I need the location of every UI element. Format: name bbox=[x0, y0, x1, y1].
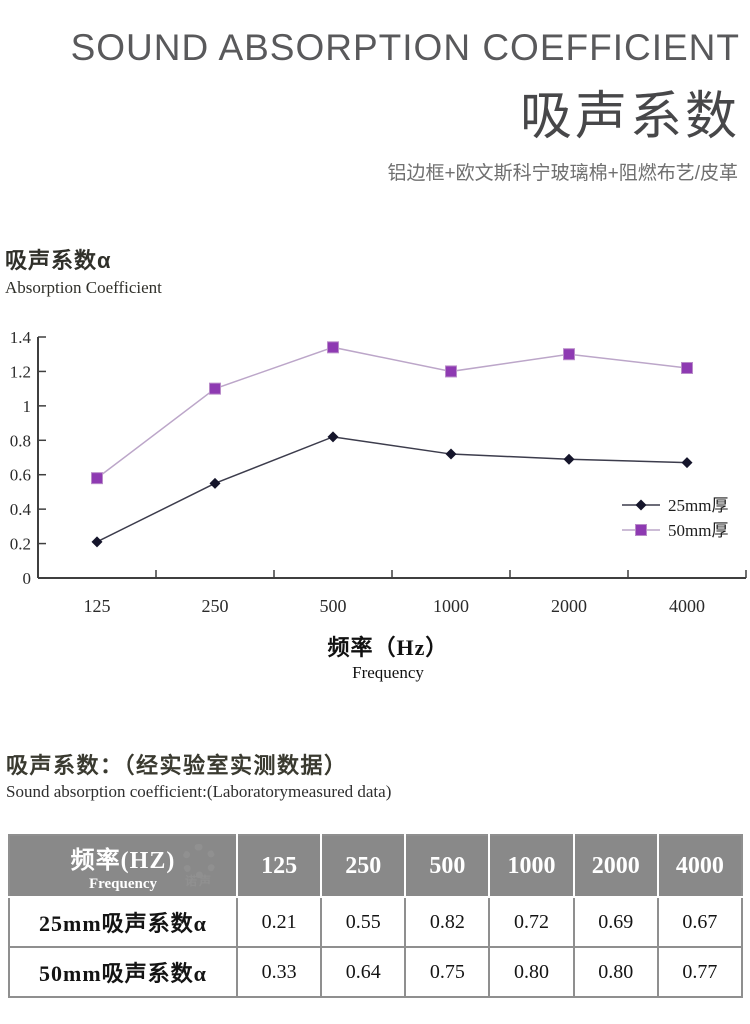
table-header: 频率(HZ) Frequency 诺声 125 250 500 1000 2000 4000 bbox=[8, 834, 744, 898]
data-point-50mm厚 bbox=[445, 365, 457, 378]
table-header-row: 频率(HZ) Frequency 诺声 125 250 500 1000 2000 4000 bbox=[8, 834, 744, 898]
y-tick-label: 1 bbox=[23, 397, 32, 416]
data-point-25mm厚 bbox=[445, 448, 457, 460]
table-header-freq-250: 250 bbox=[320, 834, 407, 898]
x-axis-label-english: Frequency bbox=[352, 663, 424, 682]
coefficient-value: 0.69 bbox=[572, 896, 659, 948]
y-axis-label-block: 吸声系数α Absorption Coefficient bbox=[5, 243, 162, 298]
page-title-english: SOUND ABSORPTION COEFFICIENT bbox=[70, 27, 740, 68]
data-point-25mm厚 bbox=[91, 536, 103, 548]
data-point-50mm厚 bbox=[91, 472, 103, 485]
coefficient-value: 0.80 bbox=[572, 946, 659, 998]
data-point-50mm厚 bbox=[209, 382, 221, 395]
data-point-25mm厚 bbox=[563, 453, 575, 465]
data-point-50mm厚 bbox=[563, 348, 575, 361]
page-title-chinese: 吸声系数 bbox=[519, 88, 740, 146]
y-tick-label: 1.4 bbox=[10, 328, 32, 347]
legend-label: 25mm厚 bbox=[668, 496, 728, 515]
coefficient-value: 0.33 bbox=[235, 946, 323, 998]
y-axis-label-english: Absorption Coefficient bbox=[5, 278, 162, 297]
x-tick-label: 250 bbox=[202, 596, 229, 616]
coefficient-value: 0.75 bbox=[404, 946, 491, 998]
table-header-frequency: 频率(HZ) Frequency 诺声 bbox=[8, 834, 238, 898]
legend-marker bbox=[635, 524, 647, 536]
table-header-freq-125: 125 bbox=[235, 834, 323, 898]
data-point-50mm厚 bbox=[327, 341, 339, 354]
table-header-freq-4000: 4000 bbox=[656, 834, 744, 898]
absorption-line-chart: 0 0.2 0.4 0.6 0.8 1 1.2 1.4 125 250 500 1000 2000 400… bbox=[0, 325, 750, 625]
coefficient-value: 0.64 bbox=[320, 946, 407, 998]
x-tick-label: 1000 bbox=[433, 596, 469, 616]
section-heading-chinese: 吸声系数：（经实验室实测数据） bbox=[6, 753, 348, 778]
coefficient-value: 0.21 bbox=[235, 896, 323, 948]
table-body: 25mm吸声系数α 0.21 0.55 0.82 0.72 0.69 0.67 50mm吸声系… bbox=[8, 896, 744, 998]
table-header-freq-2000: 2000 bbox=[572, 834, 659, 898]
coefficient-value: 0.82 bbox=[404, 896, 491, 948]
y-tick-label: 0.2 bbox=[10, 535, 31, 554]
coefficient-value: 0.72 bbox=[488, 896, 575, 948]
y-tick-label: 0.4 bbox=[10, 500, 32, 519]
absorption-data-table: 频率(HZ) Frequency 诺声 125 250 500 1000 2000 4000 2… bbox=[8, 834, 744, 998]
coefficient-value: 0.67 bbox=[656, 896, 744, 948]
series-line-25mm厚 bbox=[96, 436, 688, 543]
coefficient-value: 0.55 bbox=[320, 896, 407, 948]
data-point-25mm厚 bbox=[327, 431, 339, 443]
header-frequency-zh: 频率(HZ) bbox=[70, 847, 176, 874]
section-heading-english: Sound absorption coefficient:(Laboratory… bbox=[6, 782, 392, 801]
coefficient-value: 0.77 bbox=[656, 946, 744, 998]
table-row: 25mm吸声系数α 0.21 0.55 0.82 0.72 0.69 0.67 bbox=[8, 896, 744, 948]
series-line-50mm厚 bbox=[96, 346, 688, 479]
x-tick-label: 125 bbox=[84, 596, 111, 616]
x-axis-label-chinese: 频率（Hz） bbox=[327, 635, 449, 660]
x-tick-label: 2000 bbox=[551, 596, 587, 616]
x-axis-label-block: 频率（Hz） Frequency bbox=[0, 630, 750, 683]
data-point-25mm厚 bbox=[209, 477, 221, 489]
product-material-subtitle: 铝边框+欧文斯科宁玻璃棉+阻燃布艺/皮革 bbox=[387, 163, 738, 184]
table-header-freq-500: 500 bbox=[404, 834, 491, 898]
table-header-freq-1000: 1000 bbox=[488, 834, 575, 898]
y-axis-label-chinese: 吸声系数α bbox=[5, 248, 112, 273]
legend-label: 50mm厚 bbox=[668, 521, 728, 540]
header-frequency-en: Frequency bbox=[88, 875, 158, 892]
coefficient-value: 0.80 bbox=[488, 946, 575, 998]
row-label: 50mm吸声系数α bbox=[8, 946, 238, 998]
y-tick-label: 1.2 bbox=[10, 362, 31, 381]
data-point-25mm厚 bbox=[681, 457, 693, 469]
row-label: 25mm吸声系数α bbox=[8, 896, 238, 948]
x-tick-label: 4000 bbox=[669, 596, 705, 616]
line-chart-svg: 0 0.2 0.4 0.6 0.8 1 1.2 1.4 125 250 500 1000 2000 400… bbox=[10, 328, 747, 616]
table-row: 50mm吸声系数α 0.33 0.64 0.75 0.80 0.80 0.77 bbox=[8, 946, 744, 998]
y-tick-label: 0.8 bbox=[10, 431, 31, 450]
data-point-50mm厚 bbox=[681, 361, 693, 374]
legend-marker bbox=[635, 499, 647, 511]
y-tick-label: 0 bbox=[23, 569, 32, 588]
y-tick-label: 0.6 bbox=[10, 466, 31, 485]
x-tick-label: 500 bbox=[320, 596, 347, 616]
